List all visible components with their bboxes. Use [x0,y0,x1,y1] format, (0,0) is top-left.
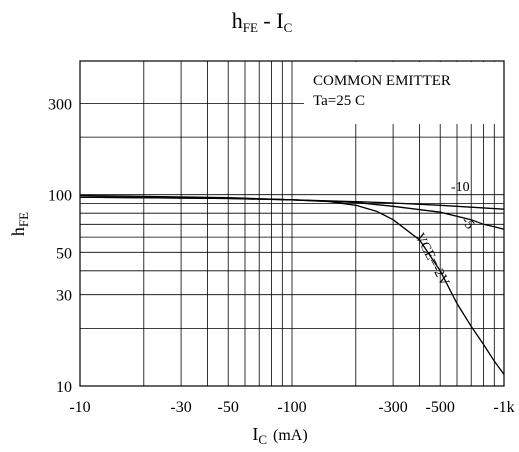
x-tick-label: -500 [426,399,455,416]
x-axis-label: IC (mA) [252,424,307,447]
series-layer [79,194,505,375]
series-label-10: -10 [451,180,470,195]
tick-label-layer: -10 -30 -50 -100 -300 -500 -1k 10 30 50 100 300 [48,96,515,416]
y-tick-label: 10 [56,379,72,396]
series-line-2 [79,194,505,375]
annotation-line-2: Ta=25 C [313,93,365,109]
y-tick-label: 30 [56,288,72,305]
x-tick-label: -100 [277,399,306,416]
x-tick-label: -50 [218,399,239,416]
x-tick-label: -10 [69,399,90,416]
series-line-1 [79,196,505,230]
series-label-2v: VCE=-2V [411,231,451,289]
x-tick-label: -30 [170,399,191,416]
y-tick-label: 50 [56,245,72,262]
plot-frame [79,60,505,387]
chart-title: hFE - IC [232,8,293,35]
x-tick-label: -1k [493,399,514,416]
x-tick-label: -300 [378,399,407,416]
y-axis-label: hFE [8,212,31,236]
y-tick-label: 100 [48,188,72,205]
y-tick-label: 300 [48,96,72,113]
annotation-box [304,62,504,124]
annotation-line-1: COMMON EMITTER [313,73,451,89]
